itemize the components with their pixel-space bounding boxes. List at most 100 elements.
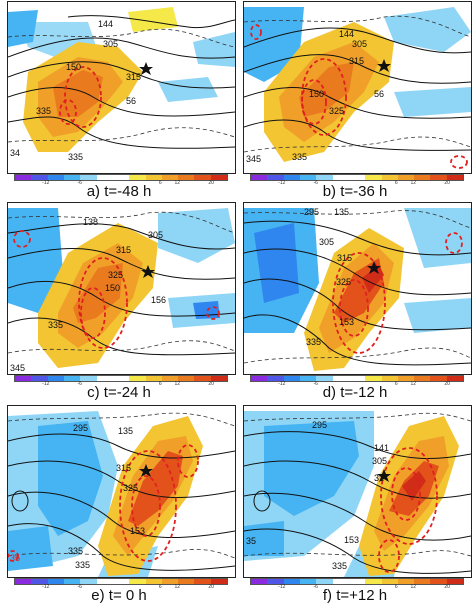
contour-label: 335 [292,152,307,162]
colorbar-tick-label: -6 [313,180,318,186]
colorbar-swatch [96,579,113,584]
colorbar-swatch [348,376,366,381]
colorbar-tick-label: 6 [158,381,162,387]
colorbar-tick-label: 12 [174,584,181,590]
colorbar-swatch [80,579,97,584]
colorbar-tick-label: 6 [394,180,398,186]
colorbar-swatch [15,579,32,584]
colorbar-tick-label: 6 [158,180,162,186]
contour-label: 150 [309,89,324,99]
contour-label: 305 [352,39,367,49]
colorbar-swatch [251,376,268,381]
colorbar-swatch [381,579,398,584]
colorbar-swatch [194,175,211,180]
colorbar-swatch [129,175,146,180]
colorbar-swatch [15,175,32,180]
contour-label: 56 [374,89,384,99]
contour-label: 305 [372,456,387,466]
colorbar-swatch [365,175,382,180]
colorbar-tick-label: -12 [42,381,50,387]
colorbar-swatch [210,376,228,381]
contour-label: 305 [103,39,118,49]
contour-label: 144 [339,29,354,39]
colorbar-swatch [251,175,268,180]
colorbar-swatch [96,175,113,180]
contour-label: 135 [118,426,133,436]
colorbar [250,174,464,181]
panel-e: 295 135 315 325 153 335 335 35 -12 -6 6 12 2… [4,404,236,604]
contour-label: 325 [329,106,344,116]
panel-caption: b) t=-36 h [322,183,388,200]
colorbar-tick-label: 6 [394,584,398,590]
colorbar [14,578,228,585]
panel-b: 144 305 315 150 56 325 335 345 -12 -6 6 12 2… [240,0,472,200]
contour-label: 335 [48,320,63,330]
colorbar [250,375,464,382]
colorbar-swatch [31,175,48,180]
weather-map: 295 135 315 325 153 335 335 35 [7,405,236,578]
colorbar-swatch [145,579,162,584]
colorbar-swatch [178,579,195,584]
colorbar-swatch [446,175,464,180]
colorbar-swatch [161,579,179,584]
colorbar-swatch [365,579,382,584]
colorbar-swatch [299,175,317,180]
colorbar-swatch [267,175,284,180]
colorbar-ticks: -12 -6 6 12 20 [250,381,462,389]
colorbar-swatch [430,376,447,381]
colorbar-swatch [47,175,64,180]
colorbar-tick-label: 12 [410,180,417,186]
contour-label: 325 [108,270,123,280]
weather-map: 144 305 150 315 56 335 335 34 [7,1,236,174]
contour-label: 153 [339,317,354,327]
colorbar-swatch [194,579,211,584]
colorbar-swatch [414,376,431,381]
colorbar-swatch [129,579,146,584]
colorbar-ticks: -12 -6 6 12 20 [14,381,226,389]
colorbar-tick-label: -12 [42,180,50,186]
colorbar-swatch [446,376,464,381]
colorbar-swatch [348,175,366,180]
colorbar-swatch [332,376,349,381]
colorbar-swatch [430,175,447,180]
colorbar-swatch [80,175,97,180]
colorbar-swatch [47,579,64,584]
colorbar-tick-label: -6 [313,381,318,387]
colorbar-swatch [178,175,195,180]
colorbar-swatch [316,579,333,584]
colorbar-swatch [397,175,415,180]
contour-label: 35 [10,553,20,563]
contour-label: 138 [83,217,98,227]
contour-label: 315 [116,463,131,473]
contour-label: 31 [374,473,384,483]
colorbar-swatch [63,376,81,381]
contour-label: 315 [337,253,352,263]
colorbar-tick-label: -6 [313,584,318,590]
colorbar-swatch [161,175,179,180]
colorbar [250,578,464,585]
contour-label: 325 [123,483,138,493]
contour-label: 305 [148,230,163,240]
colorbar-tick-label: -12 [278,180,286,186]
colorbar-swatch [414,579,431,584]
colorbar-swatch [365,376,382,381]
contour-label: 150 [105,283,120,293]
contour-label: 295 [73,423,88,433]
colorbar-tick-label: 12 [174,180,181,186]
contour-label: 325 [336,277,351,287]
colorbar-swatch [446,579,464,584]
contour-label: 305 [319,237,334,247]
colorbar-swatch [112,376,130,381]
panel-caption: a) t=-48 h [86,183,152,200]
colorbar-swatch [283,579,300,584]
colorbar-swatch [210,579,228,584]
colorbar-tick-label: 20 [208,381,214,387]
contour-label: 34 [10,148,20,158]
panel-c: 138 305 315 325 150 156 335 345 -12 -6 6 12… [4,201,236,401]
colorbar-swatch [316,175,333,180]
colorbar-tick-label: 12 [410,584,417,590]
colorbar-tick-label: -12 [278,584,286,590]
colorbar-swatch [299,376,317,381]
weather-map: 295 135 305 315 325 153 335 [243,202,472,375]
colorbar-swatch [31,376,48,381]
